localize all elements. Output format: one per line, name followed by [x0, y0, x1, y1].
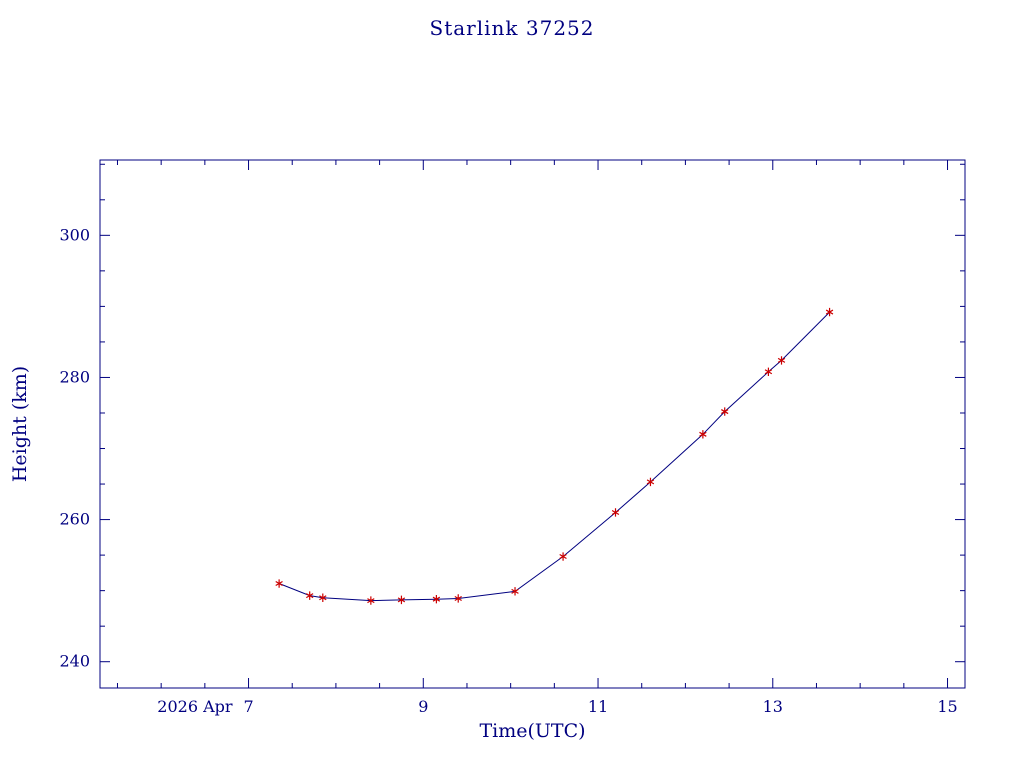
y-tick-label: 300 — [59, 225, 90, 244]
asterisk-marker — [367, 596, 375, 605]
asterisk-marker — [646, 477, 655, 487]
y-tick-label: 280 — [59, 367, 90, 386]
tick-labels: 7 9 11 13 15 2026 Apr 240 260 280 300 — [59, 225, 957, 716]
asterisk-marker — [559, 552, 567, 561]
asterisk-marker — [777, 356, 786, 365]
x-tick-label: 11 — [588, 697, 608, 716]
axis-ticks — [100, 160, 965, 688]
data-line — [278, 311, 830, 602]
asterisk-marker — [319, 593, 327, 602]
plot-frame — [99, 159, 966, 689]
x-tick-label: 9 — [418, 697, 428, 716]
asterisk-marker — [721, 407, 729, 416]
x-axis-date-prefix: 2026 Apr — [157, 697, 233, 716]
y-tick-label: 260 — [59, 510, 90, 529]
asterisk-marker — [432, 594, 441, 604]
asterisk-marker — [825, 307, 834, 317]
x-tick-label: 13 — [763, 697, 783, 716]
asterisk-marker — [611, 508, 620, 517]
x-tick-label: 7 — [243, 697, 253, 716]
y-axis-title: Height (km) — [9, 365, 31, 483]
chart-title: Starlink 37252 — [429, 16, 595, 40]
y-tick-label: 240 — [59, 652, 90, 671]
asterisk-marker — [511, 587, 519, 596]
asterisk-marker — [699, 430, 707, 439]
data-markers — [275, 307, 834, 605]
asterisk-marker — [305, 591, 314, 600]
asterisk-marker — [764, 367, 773, 376]
x-axis-title: Time(UTC) — [479, 720, 586, 742]
asterisk-marker — [454, 594, 462, 603]
x-tick-label: 15 — [937, 697, 957, 716]
asterisk-marker — [397, 595, 406, 605]
asterisk-marker — [275, 579, 283, 588]
